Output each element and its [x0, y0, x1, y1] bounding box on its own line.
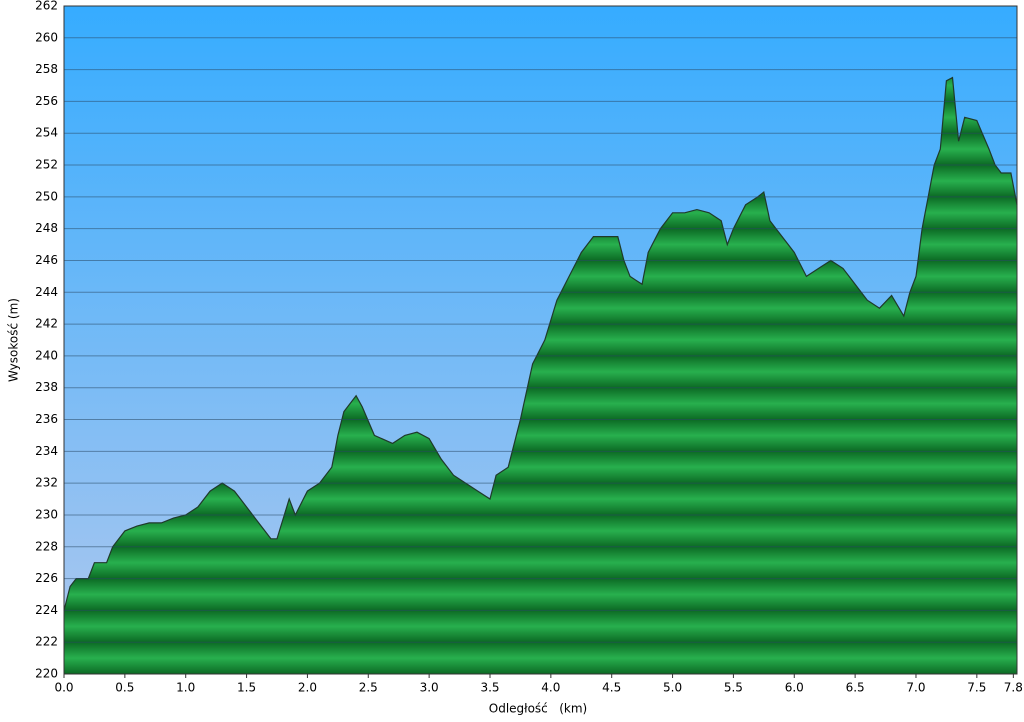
- x-tick-label: 6.0: [785, 681, 804, 695]
- x-tick-label: 1.0: [176, 681, 195, 695]
- elevation-line: [63, 76, 1018, 611]
- x-tick-label: 6.5: [846, 681, 865, 695]
- y-tick-label: 222: [35, 635, 58, 649]
- y-tick-label: 258: [35, 62, 58, 76]
- x-tick-label: 5.5: [724, 681, 743, 695]
- x-tick-label: 3.0: [420, 681, 439, 695]
- plot-frame: [63, 5, 1018, 675]
- y-tick-label: 240: [35, 348, 58, 362]
- y-tick-label: 234: [35, 444, 58, 458]
- y-tick-label: 254: [35, 126, 58, 140]
- y-tick-label: 246: [35, 253, 58, 267]
- x-tick-label: 2.5: [359, 681, 378, 695]
- y-tick-label: 232: [35, 476, 58, 490]
- y-tick-label: 252: [35, 158, 58, 172]
- y-tick-label: 228: [35, 539, 58, 553]
- x-tick-label: 3.5: [480, 681, 499, 695]
- y-tick-label: 220: [35, 667, 58, 681]
- x-tick-label: 2.0: [298, 681, 317, 695]
- y-tick-label: 242: [35, 317, 58, 331]
- elevation-area: [64, 77, 1017, 675]
- x-tick-label: 0.5: [115, 681, 134, 695]
- y-tick-label: 230: [35, 507, 58, 521]
- x-tick-label: 0.0: [54, 681, 73, 695]
- y-tick-label: 244: [35, 285, 58, 299]
- x-tick-label: 5.0: [663, 681, 682, 695]
- x-tick-label: 1.5: [237, 681, 256, 695]
- y-tick-label: 236: [35, 412, 58, 426]
- x-tick-label: 4.0: [541, 681, 560, 695]
- y-tick-label: 256: [35, 94, 58, 108]
- x-tick-label: 7.5: [967, 681, 986, 695]
- y-tick-label: 260: [35, 30, 58, 44]
- y-tick-label: 226: [35, 571, 58, 585]
- x-axis-label: Odległość (km): [489, 702, 587, 716]
- y-axis-label: Wysokość (m): [7, 298, 21, 382]
- area-tint: [64, 6, 1017, 674]
- y-tick-label: 248: [35, 221, 58, 235]
- x-tick-label: 4.5: [602, 681, 621, 695]
- y-tick-label: 224: [35, 603, 58, 617]
- y-tick-label: 262: [35, 0, 58, 13]
- y-tick-label: 238: [35, 380, 58, 394]
- x-tick-label: 7.0: [906, 681, 925, 695]
- y-tick-label: 250: [35, 189, 58, 203]
- x-tick-label: 7.8: [1004, 681, 1023, 695]
